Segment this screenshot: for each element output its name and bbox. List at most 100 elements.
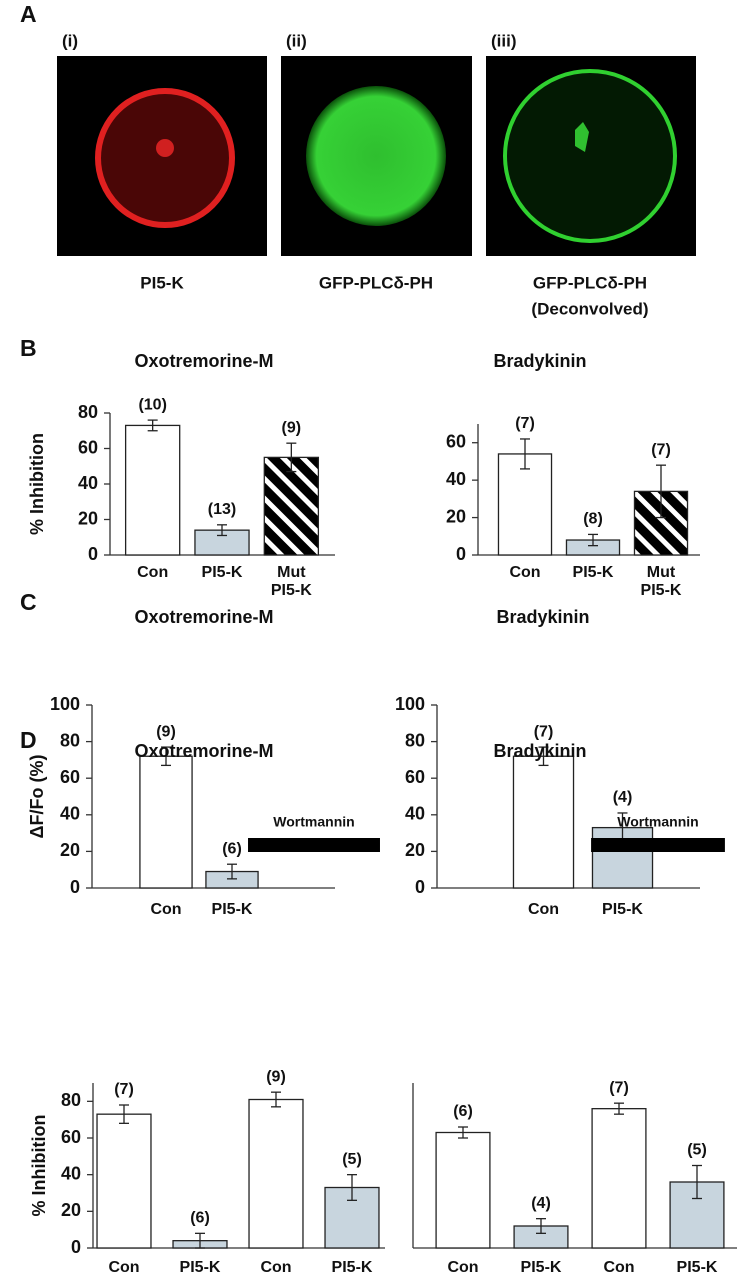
y-tick-label: 80 xyxy=(60,730,80,750)
y-tick-label: 80 xyxy=(405,730,425,750)
y-tick-label: 40 xyxy=(61,1163,81,1183)
treatment-label: Wortmannin xyxy=(273,814,354,830)
treatment-label: Wortmannin xyxy=(617,814,698,830)
sample-size-label: (5) xyxy=(342,1151,362,1168)
y-tick-label: 0 xyxy=(71,1237,81,1257)
y-tick-label: 0 xyxy=(456,544,466,564)
chart-title: Bradykinin xyxy=(496,607,589,627)
sample-size-label: (9) xyxy=(156,723,176,740)
image-caption: (Deconvolved) xyxy=(531,299,648,318)
image-caption: GFP-PLCδ-PH xyxy=(533,273,647,292)
chart-title: Oxotremorine-M xyxy=(134,351,273,371)
sample-size-label: (5) xyxy=(687,1142,707,1159)
treatment-bar xyxy=(591,838,725,852)
chart-title: Oxotremorine-M xyxy=(134,607,273,627)
bar xyxy=(96,1113,152,1249)
sample-size-label: (6) xyxy=(453,1103,473,1120)
y-tick-label: 40 xyxy=(60,804,80,824)
bar xyxy=(139,755,193,889)
bar xyxy=(435,1131,491,1249)
chart-title: Bradykinin xyxy=(493,741,586,761)
cell-spot xyxy=(575,122,589,152)
y-axis-label: % Inhibition xyxy=(27,433,47,535)
x-tick-label: PI5-K xyxy=(202,564,243,581)
x-tick-label: Con xyxy=(137,564,168,581)
x-tick-label: Con xyxy=(447,1259,478,1276)
y-tick-label: 0 xyxy=(415,877,425,897)
image-caption: PI5-K xyxy=(140,273,184,292)
x-tick-label: Con xyxy=(150,901,181,918)
sample-size-label: (10) xyxy=(138,396,166,413)
sample-size-label: (7) xyxy=(515,415,535,432)
y-tick-label: 80 xyxy=(78,402,98,422)
x-tick-label: Mut xyxy=(647,564,676,581)
sample-size-label: (7) xyxy=(114,1081,134,1098)
x-tick-label: PI5-K xyxy=(573,564,614,581)
y-tick-label: 80 xyxy=(61,1090,81,1110)
image-label: (i) xyxy=(62,31,78,50)
image-label: (iii) xyxy=(491,31,517,50)
x-tick-label: Con xyxy=(260,1259,291,1276)
y-tick-label: 20 xyxy=(78,508,98,528)
y-axis-label: % Inhibition xyxy=(29,1115,49,1217)
x-tick-label: PI5-K xyxy=(521,1259,562,1276)
sample-size-label: (6) xyxy=(222,840,242,857)
y-tick-label: 0 xyxy=(70,877,80,897)
y-tick-label: 60 xyxy=(78,437,98,457)
x-tick-label: Mut xyxy=(277,564,306,581)
cell xyxy=(306,86,446,226)
sample-size-label: (7) xyxy=(651,441,671,458)
image-caption: GFP-PLCδ-PH xyxy=(319,273,433,292)
bar xyxy=(263,456,320,556)
sample-size-label: (6) xyxy=(190,1210,210,1227)
image-label: (ii) xyxy=(286,31,307,50)
y-tick-label: 40 xyxy=(446,469,466,489)
sample-size-label: (4) xyxy=(613,789,633,806)
chart-title: Oxotremorine-M xyxy=(134,741,273,761)
y-tick-label: 20 xyxy=(446,506,466,526)
x-tick-label: PI5-K xyxy=(602,901,643,918)
sample-size-label: (7) xyxy=(609,1079,629,1096)
y-tick-label: 100 xyxy=(395,694,425,714)
sample-size-label: (9) xyxy=(266,1068,286,1085)
sample-size-label: (7) xyxy=(534,723,554,740)
y-tick-label: 60 xyxy=(446,431,466,451)
y-tick-label: 100 xyxy=(50,694,80,714)
y-tick-label: 20 xyxy=(60,840,80,860)
x-tick-label: PI5-K xyxy=(332,1259,373,1276)
sample-size-label: (13) xyxy=(208,501,236,518)
x-tick-label: PI5-K xyxy=(677,1259,718,1276)
chart-title: Bradykinin xyxy=(493,351,586,371)
y-tick-label: 40 xyxy=(78,473,98,493)
cell xyxy=(95,88,235,228)
sample-size-label: (4) xyxy=(531,1195,551,1212)
panel-label: A xyxy=(20,1,37,27)
panel-label: C xyxy=(20,589,37,615)
x-tick-label: Con xyxy=(509,564,540,581)
bar xyxy=(124,424,181,556)
x-tick-label: PI5-K xyxy=(180,1259,221,1276)
panel-label: B xyxy=(20,335,37,361)
y-tick-label: 20 xyxy=(61,1200,81,1220)
y-tick-label: 20 xyxy=(405,840,425,860)
x-tick-label: Con xyxy=(528,901,559,918)
y-axis-label: ΔF/Fo (%) xyxy=(27,755,47,839)
y-tick-label: 60 xyxy=(61,1127,81,1147)
cell xyxy=(503,69,677,243)
cell-spot xyxy=(156,139,174,157)
treatment-bar xyxy=(248,838,380,852)
x-tick-label: PI5-K xyxy=(271,582,312,599)
x-tick-label: Con xyxy=(603,1259,634,1276)
bar xyxy=(248,1098,304,1249)
y-tick-label: 60 xyxy=(60,767,80,787)
bar xyxy=(591,1108,647,1249)
y-tick-label: 0 xyxy=(88,544,98,564)
x-tick-label: Con xyxy=(108,1259,139,1276)
panel-label: D xyxy=(20,727,37,753)
x-tick-label: PI5-K xyxy=(641,582,682,599)
sample-size-label: (9) xyxy=(282,419,302,436)
bar xyxy=(512,755,575,889)
y-tick-label: 60 xyxy=(405,767,425,787)
